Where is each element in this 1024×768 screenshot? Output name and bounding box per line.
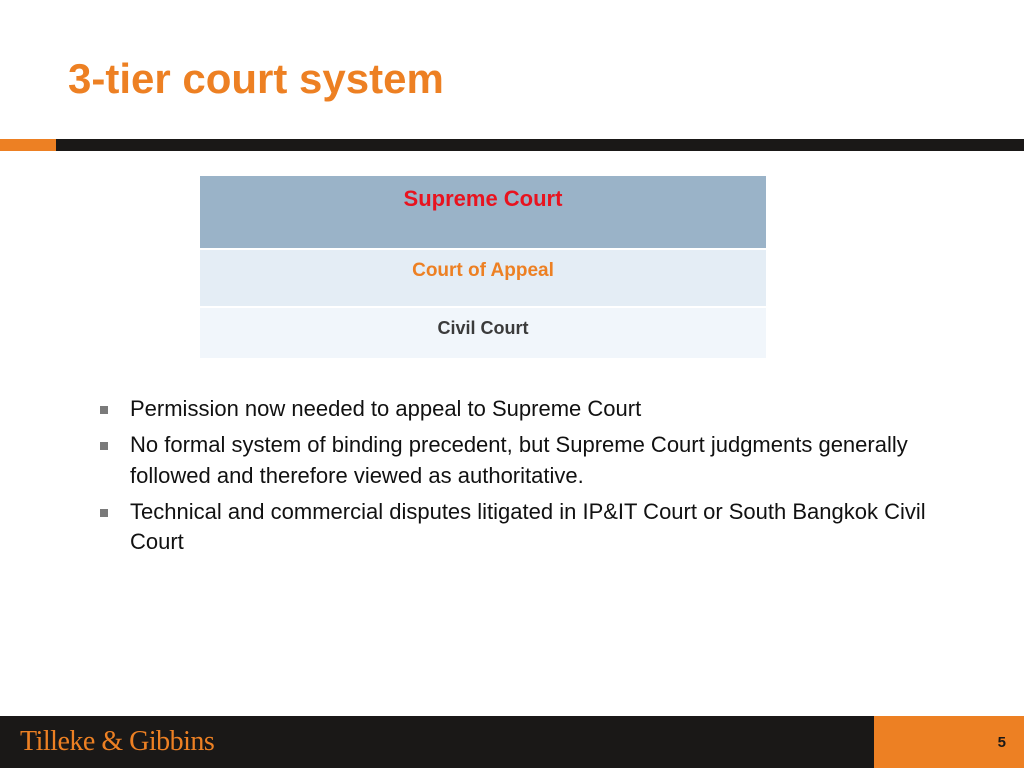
square-bullet-icon (100, 442, 108, 450)
tier-row-civil: Civil Court (200, 308, 766, 358)
tier-row-supreme: Supreme Court (200, 176, 766, 248)
company-logo: Tilleke & Gibbins (20, 726, 214, 758)
list-item: Technical and commercial disputes litiga… (100, 497, 940, 558)
footer-bar: Tilleke & Gibbins 5 (0, 716, 1024, 768)
slide-title: 3-tier court system (68, 55, 444, 103)
page-number: 5 (998, 734, 1006, 751)
tier-label: Court of Appeal (412, 260, 554, 282)
page-number-box: 5 (874, 716, 1024, 768)
square-bullet-icon (100, 406, 108, 414)
title-divider (0, 139, 1024, 151)
court-tiers-table: Supreme Court Court of Appeal Civil Cour… (200, 176, 766, 360)
bullet-text: No formal system of binding precedent, b… (130, 430, 940, 491)
bullet-text: Permission now needed to appeal to Supre… (130, 394, 641, 424)
square-bullet-icon (100, 509, 108, 517)
tier-row-appeal: Court of Appeal (200, 250, 766, 306)
slide: 3-tier court system Supreme Court Court … (0, 0, 1024, 768)
list-item: Permission now needed to appeal to Supre… (100, 394, 940, 424)
tier-label: Supreme Court (404, 186, 563, 212)
tier-label: Civil Court (437, 318, 528, 339)
bullet-text: Technical and commercial disputes litiga… (130, 497, 940, 558)
title-divider-accent (0, 139, 56, 151)
bullet-list: Permission now needed to appeal to Supre… (100, 394, 940, 564)
list-item: No formal system of binding precedent, b… (100, 430, 940, 491)
